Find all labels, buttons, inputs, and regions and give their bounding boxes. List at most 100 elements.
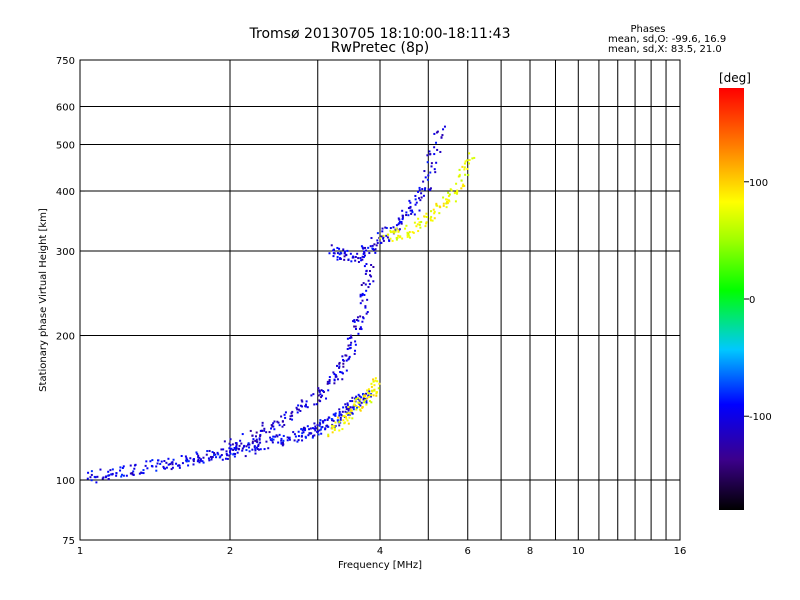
echo-point — [115, 472, 118, 475]
echo-point — [236, 451, 239, 454]
echo-point — [398, 228, 401, 231]
echo-point — [429, 219, 432, 222]
echo-point — [276, 435, 279, 438]
echo-point — [354, 349, 357, 352]
echo-point — [436, 204, 439, 207]
x-axis-ticks: 1 2 4 6 8 10 16 — [77, 546, 687, 557]
echo-point — [466, 159, 469, 162]
echo-point — [361, 294, 364, 297]
echo-point — [284, 416, 287, 419]
echo-point — [196, 460, 199, 463]
echo-point — [224, 457, 227, 460]
echo-point — [317, 433, 320, 436]
echo-point — [270, 427, 273, 430]
echo-point — [426, 178, 429, 181]
echo-point — [365, 401, 368, 404]
echo-point — [171, 463, 174, 466]
echo-point — [445, 198, 448, 201]
echo-point — [142, 472, 145, 475]
echo-point — [359, 302, 362, 305]
echo-point — [401, 216, 404, 219]
echo-point — [235, 442, 238, 445]
echo-point — [440, 136, 443, 139]
echo-point — [397, 217, 400, 220]
echo-point — [331, 427, 334, 430]
echo-point — [286, 439, 289, 442]
echo-point — [208, 449, 211, 452]
echo-point — [306, 425, 309, 428]
echo-point — [392, 226, 395, 229]
echo-point — [268, 431, 271, 434]
echo-point — [349, 346, 352, 349]
echo-point — [133, 467, 136, 470]
echo-point — [433, 217, 436, 220]
echo-point — [446, 202, 449, 205]
echo-point — [467, 173, 470, 176]
echo-point — [375, 244, 378, 247]
echo-point — [111, 468, 114, 471]
echo-point — [322, 421, 325, 424]
echo-point — [424, 225, 427, 228]
echo-point — [407, 207, 410, 210]
echo-point — [333, 373, 336, 376]
echo-point — [317, 387, 320, 390]
echo-point — [278, 424, 281, 427]
echo-point — [354, 325, 357, 328]
echo-point — [363, 394, 366, 397]
echo-point — [370, 393, 373, 396]
echo-point — [349, 334, 352, 337]
echo-point — [231, 443, 234, 446]
echo-point — [90, 473, 93, 476]
echo-point — [372, 380, 375, 383]
echo-point — [346, 249, 349, 252]
echo-point — [393, 231, 396, 234]
echo-point — [418, 186, 421, 189]
echo-point — [389, 227, 392, 230]
y-axis-ticks: 75 100 200 300 400 500 600 750 — [56, 56, 85, 547]
echo-point — [424, 187, 427, 190]
echo-point — [347, 406, 350, 409]
echo-point — [362, 282, 365, 285]
echo-point — [363, 254, 366, 257]
echo-point — [361, 406, 364, 409]
echo-point — [121, 466, 124, 469]
echo-point — [104, 476, 107, 479]
echo-point — [240, 442, 243, 445]
echo-point — [346, 402, 349, 405]
echo-point — [278, 433, 281, 436]
echo-point — [338, 412, 341, 415]
echo-point — [301, 429, 304, 432]
echo-point — [293, 433, 296, 436]
echo-point — [473, 156, 476, 159]
echo-point — [405, 211, 408, 214]
echo-point — [458, 175, 461, 178]
echo-point — [271, 441, 274, 444]
echo-point — [197, 456, 200, 459]
echo-point — [107, 470, 110, 473]
echo-point — [336, 378, 339, 381]
echo-point — [119, 466, 122, 469]
echo-point — [427, 188, 430, 191]
echo-point — [362, 256, 365, 259]
echo-point — [363, 293, 366, 296]
echo-point — [102, 476, 105, 479]
echo-point — [424, 176, 427, 179]
echo-point — [263, 427, 266, 430]
echo-point — [354, 340, 357, 343]
echo-point — [350, 341, 353, 344]
echo-point — [313, 422, 316, 425]
echo-point — [368, 270, 371, 273]
echo-point — [151, 459, 154, 462]
echo-point — [255, 440, 258, 443]
echo-point — [162, 467, 165, 470]
x-tick-label: 4 — [377, 546, 383, 557]
echo-point — [320, 432, 323, 435]
echo-point — [348, 357, 351, 360]
echo-point — [258, 438, 261, 441]
echo-point — [386, 236, 389, 239]
echo-point — [230, 447, 233, 450]
echo-point — [355, 404, 358, 407]
echo-point — [352, 408, 355, 411]
echo-point — [274, 435, 277, 438]
echo-point — [352, 320, 355, 323]
